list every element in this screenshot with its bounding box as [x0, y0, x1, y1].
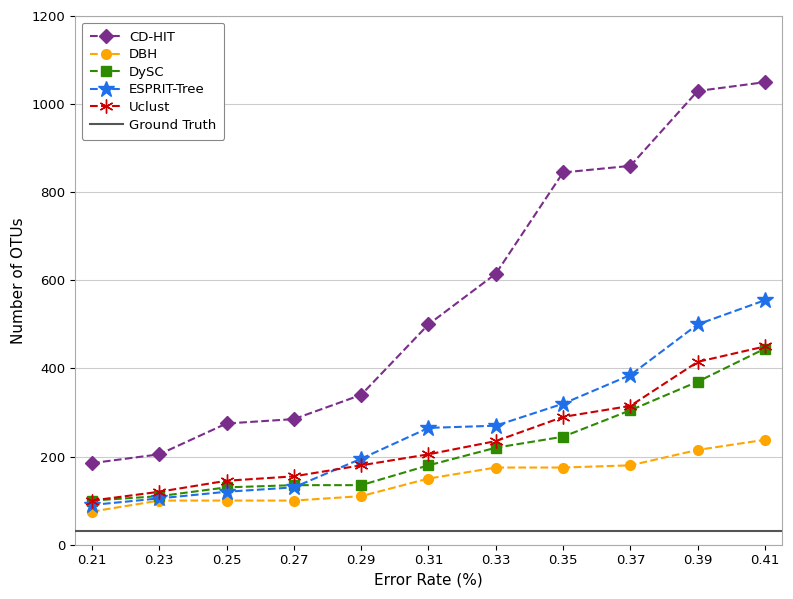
ESPRIT-Tree	[356, 455, 366, 462]
CD-HIT	[558, 169, 568, 176]
CD-HIT	[626, 162, 635, 170]
Uclust	[222, 477, 232, 485]
DySC	[693, 378, 703, 385]
Uclust	[87, 497, 97, 504]
DBH	[693, 446, 703, 453]
ESPRIT-Tree	[558, 400, 568, 407]
ESPRIT-Tree	[626, 371, 635, 379]
DBH	[558, 464, 568, 471]
Line: DBH: DBH	[87, 435, 770, 516]
DySC	[558, 433, 568, 440]
DBH	[423, 475, 433, 482]
DBH	[222, 497, 232, 504]
DBH	[760, 436, 770, 443]
DBH	[356, 492, 366, 500]
X-axis label: Error Rate (%): Error Rate (%)	[374, 573, 483, 588]
ESPRIT-Tree	[423, 424, 433, 431]
CD-HIT	[356, 391, 366, 398]
Line: DySC: DySC	[87, 344, 770, 506]
DBH	[491, 464, 500, 471]
DySC	[760, 345, 770, 352]
Line: Uclust: Uclust	[85, 340, 772, 507]
DBH	[289, 497, 299, 504]
Line: CD-HIT: CD-HIT	[87, 77, 770, 468]
ESPRIT-Tree	[155, 495, 164, 502]
CD-HIT	[693, 87, 703, 95]
Uclust	[155, 488, 164, 495]
ESPRIT-Tree	[222, 488, 232, 495]
DySC	[423, 462, 433, 469]
CD-HIT	[155, 450, 164, 458]
DySC	[491, 444, 500, 451]
ESPRIT-Tree	[760, 297, 770, 304]
DySC	[87, 497, 97, 504]
CD-HIT	[760, 78, 770, 86]
Uclust	[558, 413, 568, 420]
DBH	[87, 508, 97, 515]
Uclust	[626, 403, 635, 410]
DySC	[356, 482, 366, 489]
DySC	[289, 482, 299, 489]
ESPRIT-Tree	[491, 422, 500, 429]
ESPRIT-Tree	[693, 321, 703, 328]
ESPRIT-Tree	[289, 484, 299, 491]
ESPRIT-Tree	[87, 501, 97, 509]
Uclust	[423, 450, 433, 458]
Uclust	[760, 343, 770, 350]
DySC	[155, 492, 164, 500]
DBH	[626, 462, 635, 469]
Line: ESPRIT-Tree: ESPRIT-Tree	[83, 292, 773, 513]
Uclust	[491, 437, 500, 444]
Uclust	[693, 358, 703, 365]
CD-HIT	[222, 420, 232, 427]
DySC	[222, 484, 232, 491]
CD-HIT	[423, 321, 433, 328]
Legend: CD-HIT, DBH, DySC, ESPRIT-Tree, Uclust, Ground Truth: CD-HIT, DBH, DySC, ESPRIT-Tree, Uclust, …	[82, 23, 224, 140]
CD-HIT	[87, 459, 97, 467]
Uclust	[356, 462, 366, 469]
DBH	[155, 497, 164, 504]
CD-HIT	[289, 416, 299, 423]
DySC	[626, 407, 635, 414]
CD-HIT	[491, 270, 500, 277]
Y-axis label: Number of OTUs: Number of OTUs	[11, 217, 26, 344]
Uclust	[289, 473, 299, 480]
